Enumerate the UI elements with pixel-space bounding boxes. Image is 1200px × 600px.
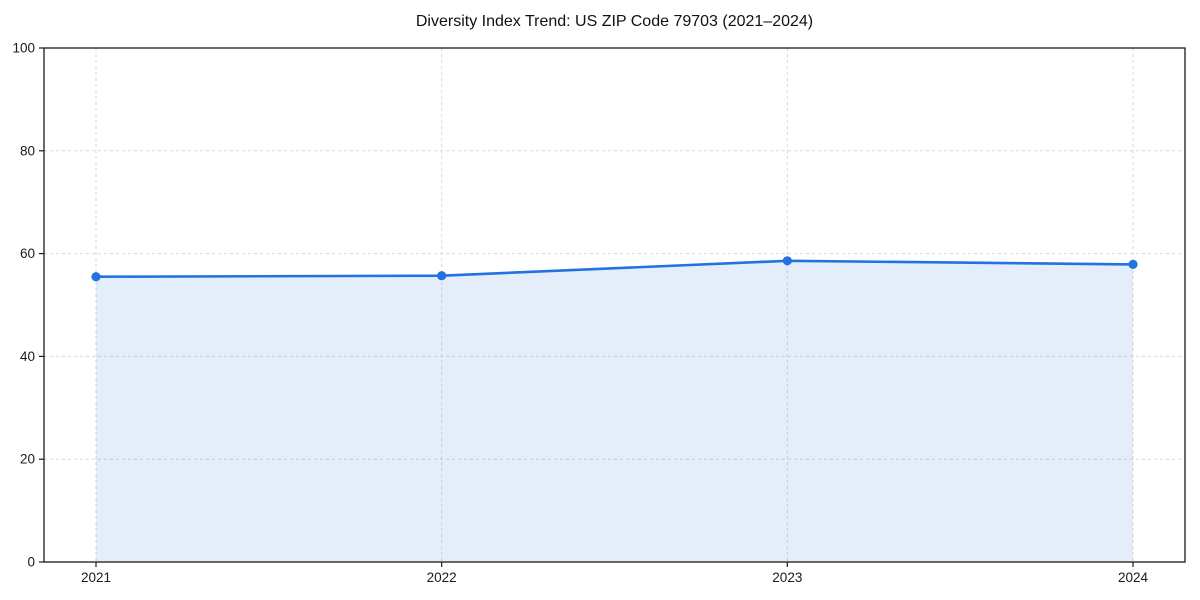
- plot-border: [43, 47, 1186, 563]
- x-tick-label: 2021: [81, 570, 111, 585]
- data-point-marker: [1128, 259, 1138, 269]
- area-fill: [96, 260, 1133, 562]
- y-tick-label: 60: [20, 246, 35, 261]
- data-point-marker: [782, 256, 792, 266]
- y-tick-label: 40: [20, 349, 35, 364]
- x-tick-label: 2022: [427, 570, 457, 585]
- data-point-marker: [91, 272, 101, 282]
- y-tick-label: 0: [27, 555, 35, 570]
- x-tick-label: 2024: [1118, 570, 1149, 585]
- x-tick-label: 2023: [772, 570, 802, 585]
- y-tick-label: 20: [20, 452, 35, 467]
- trend-line: [94, 259, 1135, 279]
- data-point-marker: [437, 271, 447, 281]
- y-tick-label: 100: [12, 41, 35, 56]
- chart-title: Diversity Index Trend: US ZIP Code 79703…: [415, 13, 814, 30]
- y-tick-label: 80: [20, 143, 35, 158]
